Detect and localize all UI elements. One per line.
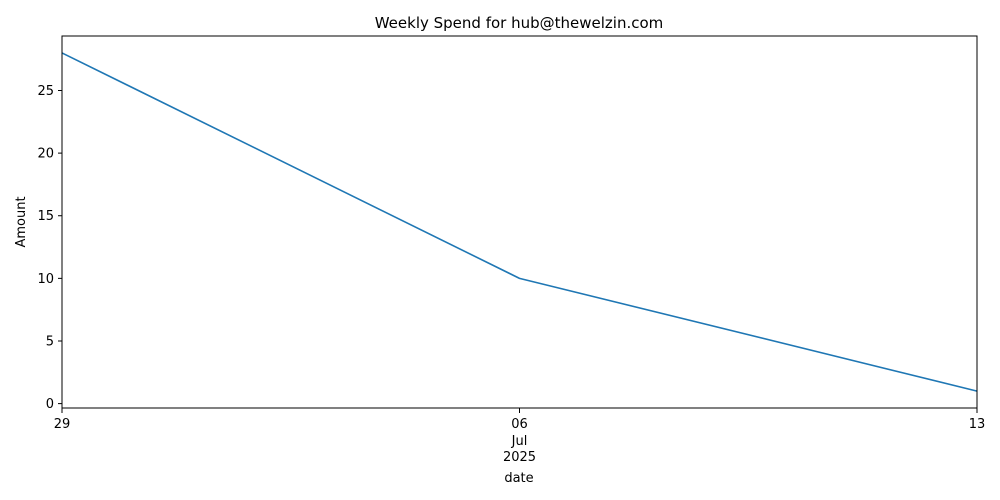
x-tick-label-month: Jul	[511, 434, 528, 449]
series-line-0	[61, 52, 978, 392]
x-tick-label-day: 06	[511, 417, 528, 432]
plot-frame	[61, 35, 978, 409]
y-tick-label: 10	[37, 272, 54, 287]
x-axis-label: date	[504, 471, 533, 486]
y-axis: 0 5 10 15 20 25	[37, 84, 62, 412]
y-tick-label: 5	[46, 334, 54, 349]
y-tick-label: 20	[37, 147, 54, 162]
x-tick-label-year: 2025	[503, 450, 536, 465]
x-tick-label-day: 29	[54, 417, 71, 432]
y-tick-label: 0	[46, 397, 54, 412]
y-tick-label: 25	[37, 84, 54, 99]
y-tick-label: 15	[37, 209, 54, 224]
chart-title: Weekly Spend for hub@thewelzin.com	[375, 14, 664, 32]
plot-area	[61, 52, 978, 392]
y-axis-label: Amount	[14, 196, 29, 247]
x-tick-label-day: 13	[969, 417, 986, 432]
